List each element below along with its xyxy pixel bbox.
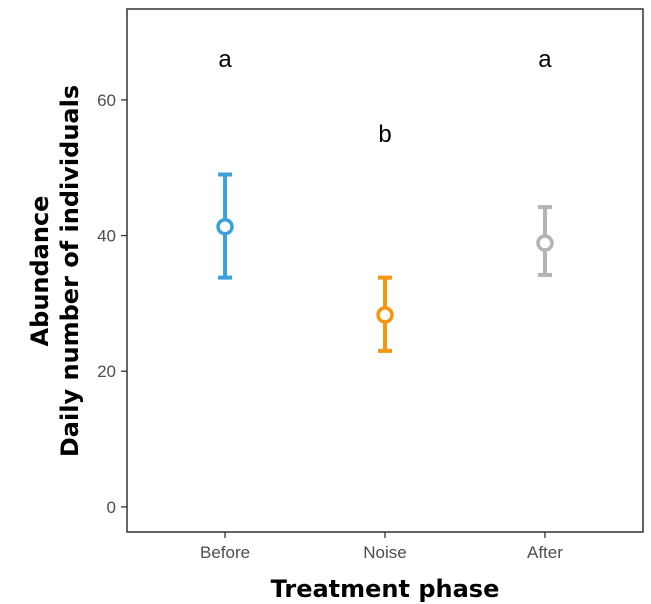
x-tick-label: After bbox=[527, 543, 563, 562]
x-tick-label: Before bbox=[200, 543, 250, 562]
mean-point bbox=[536, 234, 554, 252]
group-letter: a bbox=[218, 46, 232, 73]
point-group-after: a bbox=[536, 46, 554, 277]
y-axis-title-line-1: Abundance bbox=[26, 196, 54, 347]
mean-point bbox=[376, 306, 394, 324]
y-tick-label: 40 bbox=[97, 227, 116, 246]
y-axis: 0 20 40 60 bbox=[97, 91, 127, 517]
y-tick-label: 60 bbox=[97, 91, 116, 110]
group-letter: a bbox=[538, 46, 552, 73]
x-axis: Before Noise After bbox=[200, 532, 563, 562]
group-letter: b bbox=[378, 121, 391, 148]
x-axis-title: Treatment phase bbox=[271, 575, 500, 603]
point-group-before: a bbox=[216, 46, 234, 280]
x-tick-label: Noise bbox=[363, 543, 406, 562]
data-marks: a b a bbox=[216, 46, 554, 353]
plot-panel bbox=[126, 8, 644, 533]
mean-point bbox=[216, 217, 234, 236]
y-tick-label: 0 bbox=[107, 498, 116, 517]
point-group-noise: b bbox=[376, 121, 394, 353]
y-axis-title-line-2: Daily number of individuals bbox=[56, 85, 84, 457]
y-tick-label: 20 bbox=[97, 362, 116, 381]
